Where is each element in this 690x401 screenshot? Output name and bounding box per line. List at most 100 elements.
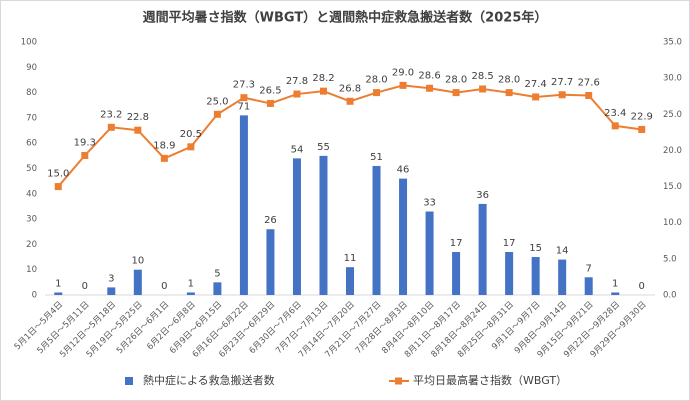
data-label: 1 [612,278,618,289]
data-label: 22.8 [127,112,149,123]
data-label: 26.5 [259,85,281,96]
data-label: 15.0 [47,169,69,180]
y2-tick-label: 35.0 [663,38,682,48]
data-label: 3 [108,273,114,284]
line-marker [54,183,62,191]
line-marker [505,89,513,97]
data-label: 19.3 [74,137,96,148]
data-label: 27.6 [578,77,600,88]
y-tick-label: 100 [21,38,37,48]
data-label: 29.0 [392,67,414,78]
data-label: 17 [450,238,463,249]
bar [425,211,434,295]
y-tick-label: 60 [26,139,37,149]
y-tick-label: 40 [26,189,37,199]
legend-swatch [395,377,402,385]
line-marker [293,90,301,98]
bar [54,292,63,295]
data-label: 10 [131,256,144,267]
data-label: 36 [476,190,489,201]
data-label: 18.9 [153,140,175,151]
y-tick-label: 0 [32,291,37,301]
bar [239,115,248,296]
data-label: 28.5 [471,71,493,82]
y2-tick-label: 0.0 [663,291,677,301]
y-tick-label: 80 [26,88,37,98]
bar [584,277,593,295]
data-label: 14 [556,246,569,257]
y-tick-label: 50 [26,164,37,174]
y2-tick-label: 10.0 [663,218,682,228]
data-label: 28.0 [445,75,467,86]
line-marker [160,154,168,162]
bar [452,251,461,295]
line-marker [373,89,381,97]
data-label: 27.8 [286,76,308,87]
line-marker [399,81,407,89]
y2-tick-label: 25.0 [663,110,682,120]
data-label: 22.9 [631,111,653,122]
y2-tick-label: 5.0 [663,254,677,264]
bar [611,292,620,295]
bar [478,203,487,295]
line-marker [187,143,195,151]
data-label: 28.0 [498,75,520,86]
data-label: 28.2 [312,73,334,84]
line-marker [558,91,566,99]
data-label: 33 [423,198,436,209]
y-tick-label: 10 [26,265,37,275]
data-label: 23.4 [604,108,626,119]
data-label: 0 [639,281,645,292]
y-tick-label: 20 [26,240,37,250]
data-label: 1 [55,278,61,289]
line-marker [319,87,327,95]
bar [186,292,195,295]
bar [346,267,354,295]
line-marker [134,126,142,134]
data-label: 1 [188,278,194,289]
line-marker [346,97,354,105]
bar [399,178,408,295]
bar [319,155,328,295]
line-marker [532,93,540,101]
bar [372,165,381,295]
bar [505,251,514,295]
y2-tick-label: 20.0 [663,146,682,156]
data-label: 54 [291,144,304,155]
data-label: 7 [586,263,592,274]
data-label: 46 [397,165,410,176]
legend-label: 熱中症による救急搬送者数 [143,373,275,387]
data-label: 15 [529,243,542,254]
line-marker [266,99,274,107]
line-marker [213,110,221,118]
data-label: 0 [82,281,88,292]
line-marker [81,151,89,159]
bar [292,158,301,295]
line-marker [585,91,593,99]
bar [107,287,116,295]
bar [133,269,142,295]
data-label: 25.0 [206,96,228,107]
data-label: 71 [238,101,251,112]
bar [558,259,567,295]
data-label: 28.6 [418,70,440,81]
legend-label: 平均日最高暑さ指数（WBGT） [413,373,567,387]
data-label: 27.4 [525,79,547,90]
y2-tick-label: 15.0 [663,182,682,192]
data-label: 0 [161,281,167,292]
data-label: 23.2 [100,109,122,120]
legend-swatch [125,377,133,385]
data-label: 51 [370,152,383,163]
y-tick-label: 90 [26,63,37,73]
bar [213,282,222,295]
data-label: 17 [503,238,516,249]
data-label: 28.0 [365,75,387,86]
line-marker [240,94,248,102]
line-marker [638,125,646,133]
y2-tick-label: 30.0 [663,74,682,84]
line-marker [611,122,619,130]
bar [531,257,540,295]
data-label: 26.8 [339,83,361,94]
